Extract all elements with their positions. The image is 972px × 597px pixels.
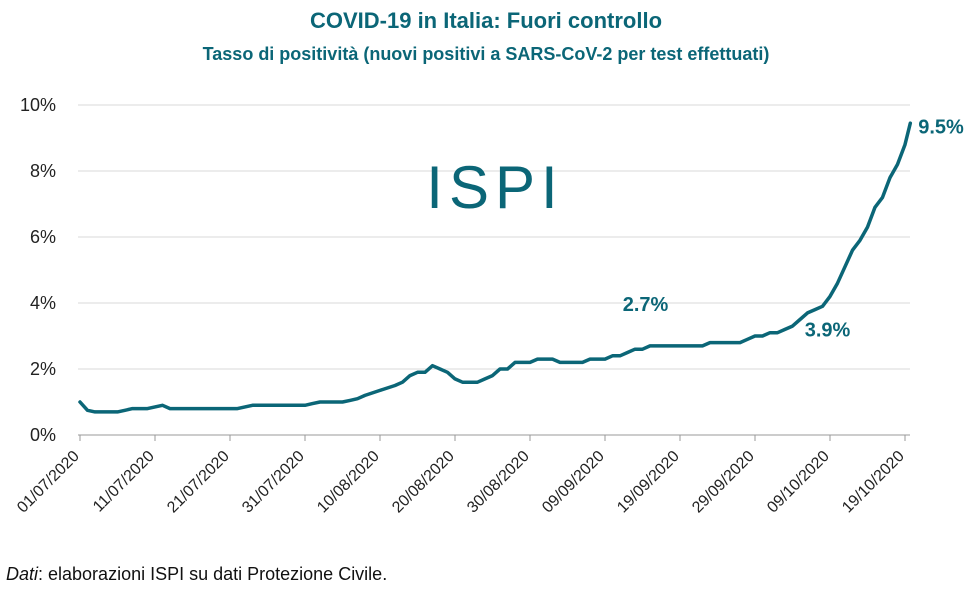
series-line [78,121,913,414]
x-tick-label: 19/09/2020 [614,448,683,517]
x-tick-label: 20/08/2020 [389,448,458,517]
gridlines [78,104,910,370]
x-tick-label: 31/07/2020 [239,448,308,517]
x-tick-label: 09/09/2020 [539,448,608,517]
y-tick-label: 2% [30,359,56,379]
y-tick-label: 0% [30,425,56,445]
x-tick-label: 30/08/2020 [464,448,533,517]
y-tick-label: 8% [30,161,56,181]
x-tick-label: 29/09/2020 [689,448,758,517]
y-tick-label: 4% [30,293,56,313]
y-tick-label: 10% [20,95,56,115]
data-label: 2.7% [623,294,669,316]
series-group [78,121,913,414]
x-tick-label: 11/07/2020 [90,448,158,516]
source-note: Dati: elaborazioni ISPI su dati Protezio… [6,564,387,585]
x-tick-label: 01/07/2020 [14,448,83,517]
ispi-logo: ISPI [426,154,563,221]
chart-subtitle: Tasso di positività (nuovi positivi a SA… [202,44,770,64]
x-tick-label: 09/10/2020 [764,448,833,517]
y-axis-ticks: 0% 2% 4% 6% 8% 10% [20,95,56,445]
y-tick-label: 6% [30,227,56,247]
chart-title: COVID-19 in Italia: Fuori controllo [309,8,663,33]
source-text: : elaborazioni ISPI su dati Protezione C… [38,564,388,584]
annotations: 2.7% 3.9% 9.5% [623,117,964,342]
x-axis: 01/07/2020 11/07/2020 21/07/2020 31/07/2020… [14,434,910,517]
data-label: 3.9% [805,319,851,341]
x-tick-label: 21/07/2020 [164,448,233,517]
x-tick-label: 19/10/2020 [839,448,908,517]
data-label: 9.5% [918,117,964,139]
x-tick-label: 10/08/2020 [314,448,383,517]
source-prefix: Dati [6,564,39,584]
